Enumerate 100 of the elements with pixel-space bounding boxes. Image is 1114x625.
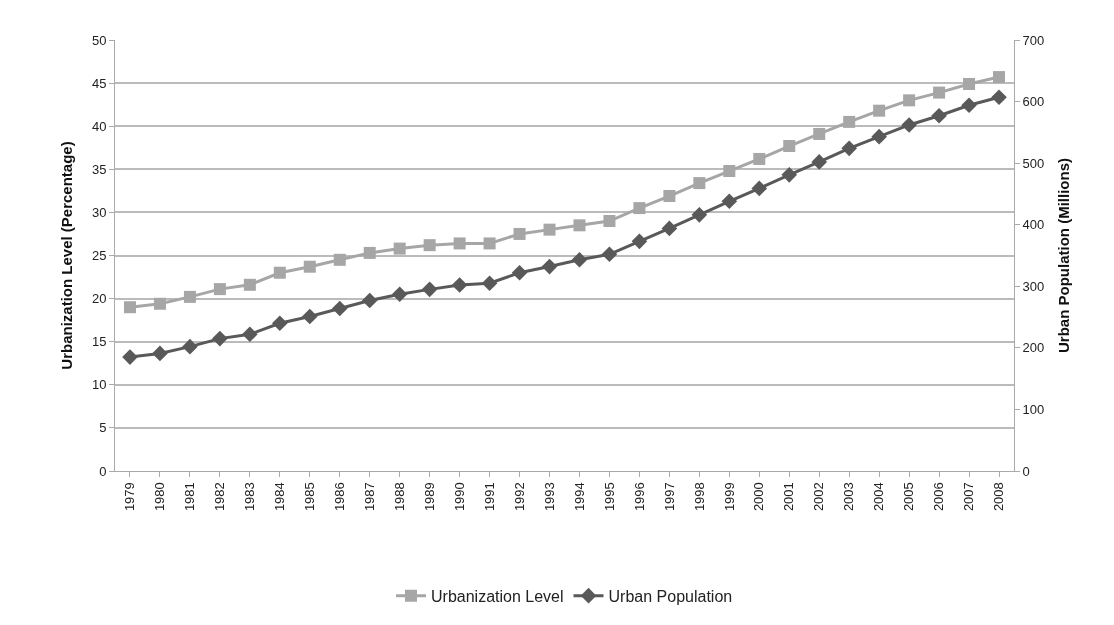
y-tick-label: 10 (91, 377, 107, 393)
x-tick-label: 1983 (242, 482, 258, 512)
x-tick-label: 2007 (961, 482, 977, 512)
x-tick-label: 1992 (511, 482, 527, 512)
x-tick-label: 1999 (721, 482, 737, 512)
x-tick-label: 1991 (481, 482, 497, 512)
point (122, 349, 138, 365)
x-tick-label: 1985 (302, 482, 318, 512)
point (303, 260, 316, 273)
point (933, 86, 946, 99)
y-tick-label: 25 (91, 248, 107, 264)
point (631, 233, 648, 250)
point (273, 266, 286, 279)
point (841, 140, 857, 157)
x-tick-label: 1989 (421, 482, 437, 512)
point (963, 77, 976, 90)
x-tick-label: 1984 (272, 482, 288, 512)
point (993, 71, 1006, 84)
point (633, 202, 646, 215)
x-tick-label: 1979 (122, 482, 138, 512)
point (783, 140, 796, 153)
point (903, 94, 916, 107)
point (601, 246, 618, 263)
point (453, 237, 466, 250)
x-tick-label: 1981 (182, 482, 198, 512)
x-tick-label: 1998 (691, 482, 707, 512)
point (243, 278, 256, 291)
point (272, 315, 288, 332)
point (991, 89, 1007, 106)
point (451, 277, 468, 293)
y-tick-label: 30 (91, 204, 107, 220)
y2-tick-label: 700 (1022, 32, 1045, 48)
point (361, 292, 378, 309)
point (961, 97, 977, 114)
point (391, 286, 408, 303)
point (753, 152, 766, 165)
y2-tick-label: 500 (1022, 155, 1045, 171)
point (723, 165, 736, 178)
x-tick-label: 1995 (601, 482, 617, 512)
point (363, 246, 376, 259)
point (721, 193, 738, 210)
x-tick-label: 1987 (361, 482, 377, 512)
point (301, 308, 318, 325)
x-tick-label: 2005 (901, 482, 917, 512)
y-tick-label: 40 (91, 118, 107, 134)
point (931, 107, 947, 124)
point (781, 167, 798, 183)
point (183, 290, 196, 303)
point (513, 227, 526, 240)
y2-tick-label: 0 (1022, 463, 1030, 479)
point (813, 127, 826, 140)
x-tick-label: 1996 (631, 482, 647, 512)
legend-label: Urban Population (608, 587, 733, 605)
x-tick-label: 1982 (212, 482, 228, 512)
y2-tick-label: 100 (1022, 401, 1045, 417)
point (691, 207, 708, 223)
point (511, 264, 528, 281)
y2-tick-label: 200 (1022, 340, 1045, 356)
point (212, 330, 228, 347)
y-tick-label: 45 (91, 75, 107, 91)
x-tick-label: 1988 (391, 482, 407, 512)
point (483, 237, 496, 250)
y2-tick-label: 600 (1022, 94, 1045, 110)
x-tick-label: 1990 (451, 482, 467, 512)
y-tick-label: 5 (99, 420, 107, 436)
point (573, 219, 586, 232)
point (393, 242, 406, 255)
point (423, 239, 436, 252)
y2-tick-label: 400 (1022, 217, 1045, 233)
point (242, 326, 258, 343)
point (543, 223, 556, 236)
x-tick-label: 2003 (841, 482, 857, 512)
point (123, 301, 136, 314)
y2-axis-title: Urban Population (Millions) (1055, 158, 1073, 353)
x-tick-label: 2006 (931, 482, 947, 512)
y-axis-title: Urbanization Level (Percentage) (58, 141, 76, 370)
x-tick-label: 2008 (991, 482, 1007, 512)
point (421, 281, 438, 298)
point (331, 300, 348, 317)
point (843, 115, 856, 128)
point (751, 180, 768, 197)
x-tick-label: 2001 (781, 482, 797, 512)
point (153, 297, 166, 310)
point (873, 104, 886, 117)
point (213, 283, 226, 296)
x-tick-label: 1980 (152, 482, 168, 512)
point (871, 128, 887, 145)
point (661, 220, 678, 237)
point (693, 177, 706, 190)
y-tick-label: 50 (91, 32, 107, 48)
x-tick-label: 2000 (751, 482, 767, 512)
y-tick-label: 15 (91, 334, 107, 350)
point (152, 345, 168, 362)
y-tick-label: 20 (91, 291, 107, 307)
point (182, 338, 198, 355)
x-tick-label: 1993 (541, 482, 557, 512)
point (811, 154, 828, 170)
point (603, 215, 616, 228)
x-tick-label: 2002 (811, 482, 827, 512)
x-tick-label: 1986 (331, 482, 347, 512)
